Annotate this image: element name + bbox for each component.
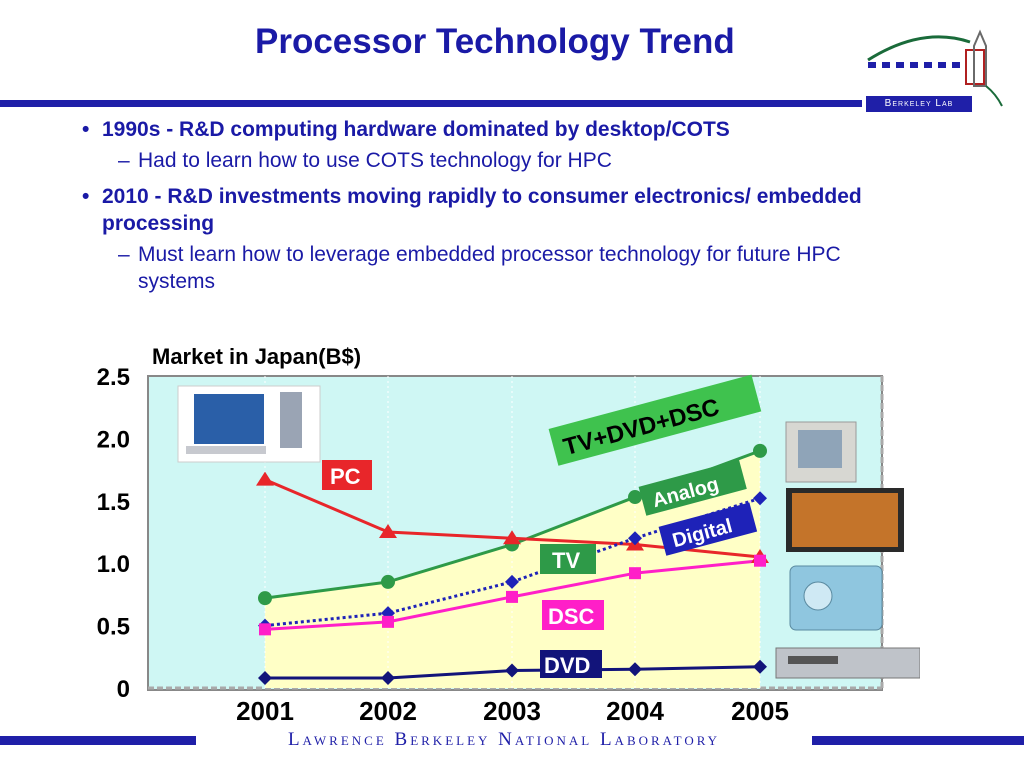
data-point: [628, 490, 642, 505]
bullet-glyph: •: [82, 118, 90, 141]
x-tick-label: 2004: [606, 696, 664, 726]
crt-tv-picture: [785, 421, 857, 483]
footer-rule-right: [812, 736, 1024, 745]
bullet-glyph: •: [82, 185, 90, 208]
data-point: [753, 443, 767, 458]
total-area: [265, 450, 760, 688]
x-tick-label: 2003: [483, 696, 541, 726]
x-tick-label: 2002: [359, 696, 417, 726]
sub-bullet-item: – Must learn how to leverage embedded pr…: [82, 241, 912, 295]
dvd-player-picture: [775, 647, 920, 679]
x-tick-label: 2005: [731, 696, 789, 726]
data-point: [505, 574, 519, 589]
chart-title: Market in Japan(B$): [152, 344, 361, 369]
data-point: [381, 671, 395, 686]
berkeley-lab-label: Berkeley Lab: [866, 96, 972, 112]
footer-label: Lawrence Berkeley National Laboratory: [287, 729, 721, 750]
data-point: [381, 574, 395, 589]
berkeley-lab-logo: [867, 29, 1003, 107]
data-point: [379, 524, 397, 538]
bullet-list: • 1990s - R&D computing hardware dominat…: [82, 116, 912, 295]
data-point: [382, 615, 394, 628]
page-title: Processor Technology Trend: [255, 22, 735, 61]
label-pc: PC: [322, 460, 372, 490]
dash-glyph: –: [118, 243, 130, 266]
x-tick-label: 2001: [236, 696, 294, 726]
dash-glyph: –: [118, 149, 130, 172]
data-point: [258, 591, 272, 606]
data-point: [505, 663, 519, 678]
y-tick-label: 2.0: [97, 426, 130, 453]
flat-tv-picture: [786, 488, 904, 552]
bullet-item: • 1990s - R&D computing hardware dominat…: [82, 116, 912, 143]
data-point: [628, 662, 642, 677]
bullet-item: • 2010 - R&D investments moving rapidly …: [82, 183, 912, 237]
footer-rule-left: [0, 736, 196, 745]
data-point: [629, 567, 641, 580]
data-point: [754, 554, 766, 567]
label-pc-text: PC: [330, 464, 361, 489]
sub-bullet-text: Must learn how to leverage embedded proc…: [138, 243, 841, 293]
header-rule: [0, 100, 862, 107]
market-chart: Market in Japan(B$) 2.5 2.0 1.5 1.0 0.5 0 2001…: [68, 338, 920, 730]
y-tick-label: 0: [117, 676, 130, 703]
label-tv: TV: [540, 544, 596, 574]
label-dsc: DSC: [542, 600, 604, 630]
y-tick-label: 1.5: [97, 489, 130, 516]
y-tick-label: 0.5: [97, 614, 130, 641]
label-dvd: DVD: [540, 650, 602, 678]
data-point: [628, 531, 642, 546]
data-point: [753, 491, 767, 506]
chart-svg: Market in Japan(B$) 2.5 2.0 1.5 1.0 0.5 0 2001…: [97, 344, 920, 726]
y-tick-label: 1.0: [97, 551, 130, 578]
data-point: [506, 590, 518, 603]
data-point: [753, 659, 767, 674]
digital-camera-picture: [789, 565, 883, 631]
label-digital: Digital: [658, 502, 758, 556]
data-point: [503, 530, 521, 545]
data-point: [256, 471, 274, 486]
y-tick-label: 2.5: [97, 364, 130, 391]
bullet-text: 2010 - R&D investments moving rapidly to…: [102, 185, 862, 235]
data-point: [259, 623, 271, 636]
desktop-pc-picture: [177, 385, 321, 463]
label-dvd-text: DVD: [544, 653, 590, 678]
sub-bullet-text: Had to learn how to use COTS technology …: [138, 149, 612, 172]
sub-bullet-item: – Had to learn how to use COTS technolog…: [82, 147, 912, 174]
label-tv-text: TV: [552, 548, 580, 573]
data-point: [258, 671, 272, 686]
label-dsc-text: DSC: [548, 604, 595, 629]
bullet-text: 1990s - R&D computing hardware dominated…: [102, 118, 730, 141]
